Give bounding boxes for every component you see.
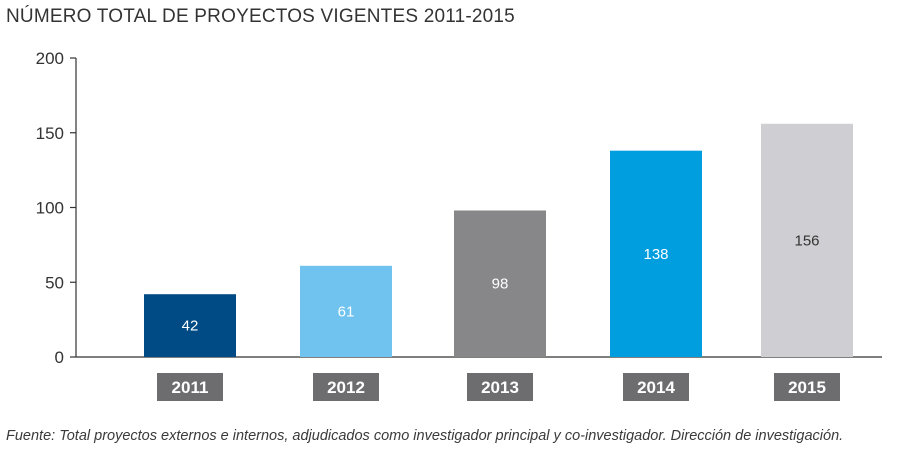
category-label-box xyxy=(157,373,223,401)
category-label-box xyxy=(623,373,689,401)
chart-title: NÚMERO TOTAL DE PROYECTOS VIGENTES 2011-… xyxy=(6,6,515,27)
category-label: 2014 xyxy=(637,378,675,397)
category-label: 2013 xyxy=(481,378,519,397)
bar xyxy=(454,210,546,357)
category-label: 2012 xyxy=(327,378,365,397)
category-label: 2011 xyxy=(172,378,209,397)
bar-chart: 0 50 100 150 200 42 2011 61 2012 98 2013 138 2014 156… xyxy=(36,49,882,401)
bar xyxy=(761,123,853,357)
bar-value-label: 98 xyxy=(492,276,509,293)
category-label-box xyxy=(313,373,379,401)
y-tick-label: 200 xyxy=(36,49,64,68)
chart-footnote: Fuente: Total proyectos externos e inter… xyxy=(6,428,844,444)
category-label: 2015 xyxy=(788,378,826,397)
bar-value-label: 42 xyxy=(182,318,199,335)
y-tick-label: 50 xyxy=(45,273,64,292)
bar xyxy=(610,150,702,357)
y-tick-label: 150 xyxy=(36,124,64,143)
y-tick-label: 0 xyxy=(55,348,64,367)
category-label-box xyxy=(774,373,840,401)
bar xyxy=(144,294,236,357)
bar-value-label: 61 xyxy=(338,303,355,320)
category-label-box xyxy=(467,373,533,401)
y-tick-label: 100 xyxy=(36,199,64,218)
bar-value-label: 156 xyxy=(794,232,819,249)
bar xyxy=(300,265,392,357)
bar-value-label: 138 xyxy=(643,246,668,263)
